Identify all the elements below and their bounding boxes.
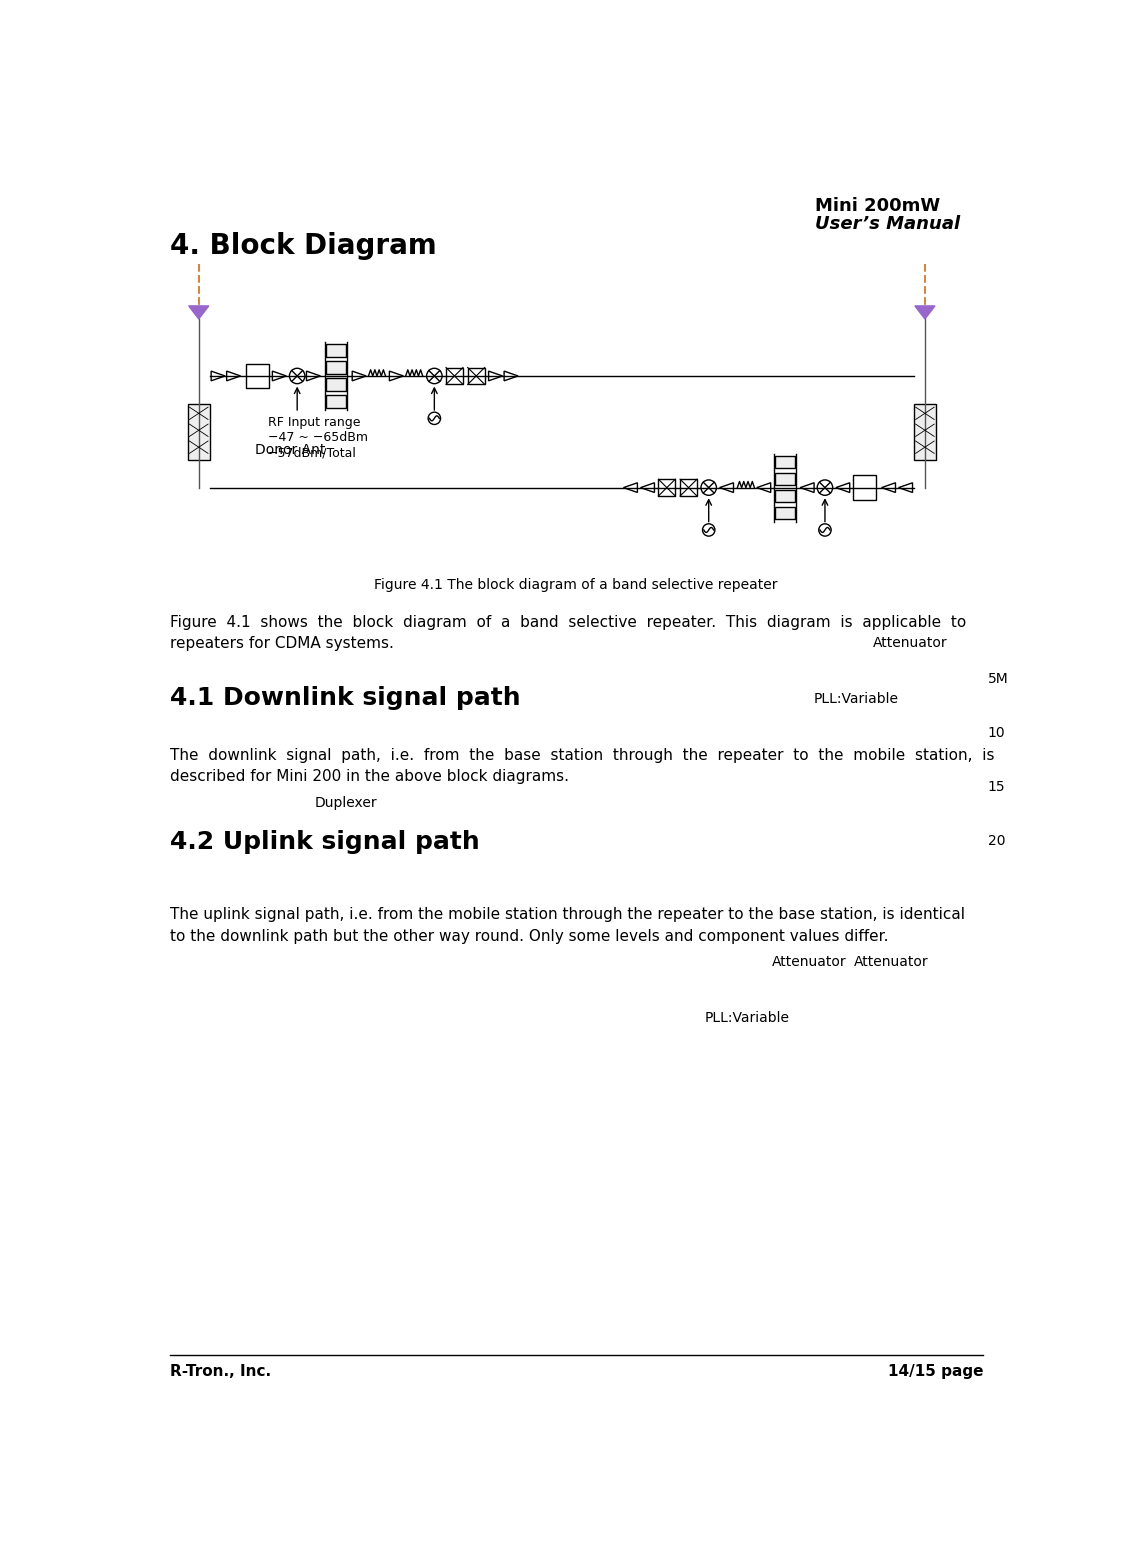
Text: Duplexer: Duplexer — [315, 796, 378, 810]
Bar — [775, 473, 794, 485]
Text: 4.2 Uplink signal path: 4.2 Uplink signal path — [170, 830, 480, 854]
Text: 14/15 page: 14/15 page — [888, 1364, 983, 1378]
Text: R-Tron., Inc.: R-Tron., Inc. — [170, 1364, 271, 1378]
Text: Mini 200mW: Mini 200mW — [814, 197, 940, 214]
Circle shape — [819, 524, 831, 535]
Bar — [775, 490, 794, 503]
Bar — [775, 456, 794, 468]
Bar — [326, 395, 346, 407]
Polygon shape — [189, 306, 209, 318]
Bar — [915, 404, 936, 459]
Text: Figure  4.1  shows  the  block  diagram  of  a  band  selective  repeater.  This: Figure 4.1 shows the block diagram of a … — [170, 615, 966, 629]
Text: 4.1 Downlink signal path: 4.1 Downlink signal path — [170, 687, 521, 710]
Bar — [188, 404, 209, 459]
Text: Attenuator: Attenuator — [873, 637, 947, 651]
Bar — [680, 479, 698, 496]
Text: PLL:Variable: PLL:Variable — [705, 1012, 790, 1026]
Circle shape — [429, 412, 441, 425]
Circle shape — [701, 479, 717, 495]
Text: Figure 4.1 The block diagram of a band selective repeater: Figure 4.1 The block diagram of a band s… — [375, 578, 777, 592]
Text: The  downlink  signal  path,  i.e.  from  the  base  station  through  the  repe: The downlink signal path, i.e. from the … — [170, 748, 994, 763]
Text: Attenuator: Attenuator — [854, 955, 928, 969]
Circle shape — [289, 368, 305, 384]
Circle shape — [817, 479, 832, 495]
Text: 10: 10 — [988, 726, 1006, 740]
Bar — [853, 475, 876, 500]
Text: described for Mini 200 in the above block diagrams.: described for Mini 200 in the above bloc… — [170, 770, 569, 785]
Text: 15: 15 — [988, 780, 1006, 795]
Bar — [658, 479, 675, 496]
Bar — [246, 364, 269, 389]
Text: 4. Block Diagram: 4. Block Diagram — [170, 233, 436, 261]
Polygon shape — [915, 306, 935, 318]
Bar — [446, 367, 463, 384]
Bar — [326, 361, 346, 373]
Bar — [326, 345, 346, 357]
Text: repeaters for CDMA systems.: repeaters for CDMA systems. — [170, 637, 394, 651]
Bar — [468, 367, 485, 384]
Text: PLL:Variable: PLL:Variable — [813, 693, 899, 707]
Circle shape — [426, 368, 442, 384]
Circle shape — [702, 524, 714, 535]
Text: Donor Ant: Donor Ant — [255, 443, 326, 457]
Text: to the downlink path but the other way round. Only some levels and component val: to the downlink path but the other way r… — [170, 929, 889, 944]
Text: 20: 20 — [988, 834, 1006, 848]
Text: The uplink signal path, i.e. from the mobile station through the repeater to the: The uplink signal path, i.e. from the mo… — [170, 907, 965, 923]
Text: Attenuator: Attenuator — [772, 955, 847, 969]
Bar — [775, 507, 794, 520]
Text: RF Input range
−47 ~ −65dBm
−57dBm/Total: RF Input range −47 ~ −65dBm −57dBm/Total — [268, 417, 368, 459]
Bar — [326, 378, 346, 390]
Text: User’s Manual: User’s Manual — [814, 215, 960, 233]
Text: 5M: 5M — [988, 673, 1008, 687]
